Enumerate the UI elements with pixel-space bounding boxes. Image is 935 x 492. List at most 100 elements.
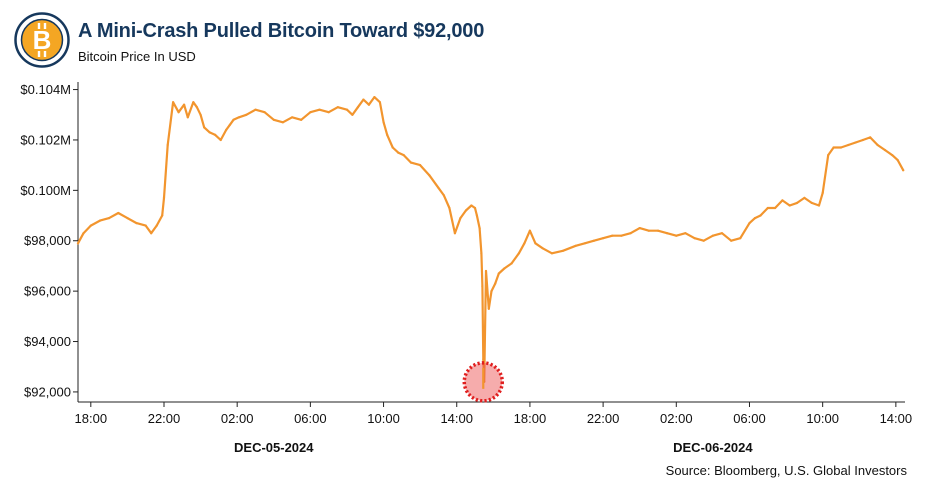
price-point	[534, 242, 537, 245]
price-point	[861, 138, 865, 142]
price-point	[263, 111, 266, 114]
price-point	[345, 108, 349, 111]
price-point	[428, 174, 431, 177]
price-point	[309, 111, 312, 114]
price-point	[362, 98, 365, 101]
price-point	[155, 224, 158, 227]
price-point	[497, 272, 500, 275]
price-point	[480, 252, 483, 255]
source-note: Source: Bloomberg, U.S. Global Investors	[665, 463, 907, 478]
price-point	[720, 232, 724, 235]
price-point	[774, 206, 777, 210]
price-point	[711, 234, 715, 237]
y-tick-label: $0.104M	[20, 82, 71, 97]
price-point	[237, 116, 241, 119]
price-point	[796, 201, 799, 204]
x-tick-label: 06:00	[294, 411, 327, 426]
price-point	[82, 232, 85, 235]
price-point	[528, 229, 532, 232]
price-point	[810, 201, 813, 204]
x-tick-label: 10:00	[367, 411, 400, 426]
price-point	[272, 118, 275, 121]
price-point	[510, 262, 513, 265]
price-point	[386, 133, 389, 136]
price-point	[108, 217, 111, 220]
price-point	[442, 194, 445, 197]
price-point	[382, 121, 385, 124]
price-point	[788, 204, 791, 207]
price-point	[195, 106, 198, 109]
price-point	[517, 252, 521, 255]
price-point	[225, 128, 228, 131]
price-point	[254, 108, 257, 111]
price-point	[245, 113, 248, 116]
price-point	[494, 282, 497, 285]
price-point	[629, 232, 632, 235]
x-tick-label: 10:00	[806, 411, 839, 426]
price-point	[291, 116, 294, 119]
price-point	[172, 101, 175, 104]
y-tick-label: $0.102M	[20, 132, 71, 147]
price-point	[300, 118, 303, 121]
price-point	[766, 206, 769, 210]
price-point	[693, 237, 696, 240]
price-point	[482, 358, 485, 361]
price-point	[409, 161, 413, 164]
price-point	[183, 103, 186, 106]
price-point	[448, 206, 451, 210]
price-point	[437, 186, 440, 189]
price-point	[832, 146, 835, 149]
price-point	[203, 126, 206, 129]
price-point	[487, 307, 490, 310]
price-point	[821, 191, 824, 194]
price-point	[453, 232, 456, 235]
price-point	[177, 111, 180, 114]
chart-title: A Mini-Crash Pulled Bitcoin Toward $92,0…	[78, 20, 485, 42]
price-point	[869, 136, 872, 139]
price-point	[574, 244, 577, 247]
price-point	[523, 242, 526, 245]
price-point	[351, 113, 354, 116]
price-point	[550, 252, 554, 255]
x-tick-label: 14:00	[880, 411, 913, 426]
price-point	[367, 103, 370, 106]
price-point	[781, 199, 784, 202]
y-tick-label: $94,000	[24, 334, 71, 349]
price-point	[199, 113, 202, 116]
price-point	[214, 133, 217, 136]
chart-marks	[76, 95, 905, 403]
price-point	[739, 237, 742, 240]
price-point	[702, 239, 705, 242]
price-point	[135, 222, 138, 225]
price-point	[208, 131, 211, 134]
price-point	[402, 154, 405, 157]
price-point	[126, 217, 129, 220]
price-point	[876, 143, 879, 147]
price-point	[186, 116, 189, 119]
y-tick-label: $0.100M	[20, 183, 71, 198]
price-point	[602, 237, 605, 240]
price-point	[647, 229, 650, 232]
chart-axes: $92,000 $94,000 $96,000 $98,000 $0.100M $0.10…	[20, 82, 912, 455]
price-point	[76, 242, 80, 245]
price-point	[656, 229, 660, 232]
price-point	[883, 148, 887, 152]
price-point	[891, 154, 894, 157]
x-tick-label: 02:00	[660, 411, 693, 426]
price-point	[318, 108, 321, 111]
price-point	[356, 106, 359, 109]
price-point	[896, 159, 899, 162]
price-point	[373, 96, 376, 99]
price-point	[503, 267, 506, 270]
x-tick-label: 02:00	[221, 411, 254, 426]
price-point	[684, 232, 687, 235]
price-point	[611, 234, 614, 237]
date-label: DEC-06-2024	[673, 440, 753, 455]
price-point	[759, 214, 762, 217]
price-point	[166, 143, 169, 147]
chart-header: B A Mini-Crash Pulled Bitcoin Toward $92…	[14, 12, 914, 68]
bitcoin-icon: B	[14, 12, 70, 68]
price-point	[228, 123, 231, 126]
price-point	[475, 214, 478, 217]
